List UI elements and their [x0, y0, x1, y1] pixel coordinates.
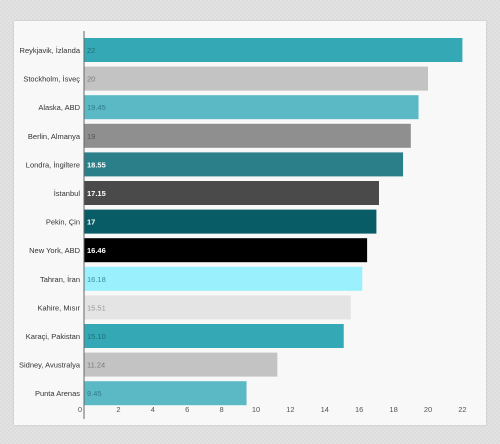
- bar: [84, 95, 419, 120]
- bar: [84, 324, 344, 348]
- chart-panel: Reykjavik, İzlanda 22 Stockholm, İsveç 20 Al…: [14, 21, 486, 425]
- category-label: Berlin, Almanya: [28, 132, 81, 141]
- x-tick-label: 12: [286, 405, 294, 414]
- x-tick-label: 8: [220, 405, 224, 414]
- x-tick-label: 6: [185, 405, 189, 414]
- value-label: 15.51: [87, 303, 106, 312]
- bar: [84, 209, 377, 234]
- x-tick-label: 22: [458, 405, 466, 414]
- value-label: 9.45: [87, 389, 102, 398]
- value-label: 22: [87, 46, 95, 55]
- bar: [84, 38, 463, 62]
- category-label: New York, ABD: [29, 246, 80, 255]
- category-label: Reykjavik, İzlanda: [20, 46, 81, 55]
- value-label: 11.24: [87, 361, 105, 370]
- x-tick-label: 18: [389, 405, 397, 414]
- x-tick-label: 20: [424, 405, 432, 414]
- bar: [84, 181, 379, 205]
- bar: [84, 123, 411, 148]
- value-label: 18.55: [87, 160, 106, 169]
- value-label: 19: [87, 132, 95, 141]
- bar: [84, 352, 278, 377]
- value-label: 15.10: [87, 332, 106, 341]
- x-tick-label: 0: [78, 405, 82, 414]
- x-tick-label: 10: [252, 405, 260, 414]
- category-label: Punta Arenas: [35, 389, 80, 398]
- category-label: Londra, İngiltere: [26, 160, 80, 169]
- value-label: 20: [87, 75, 95, 84]
- category-label: Stockholm, İsveç: [23, 75, 80, 84]
- bar: [84, 152, 404, 177]
- value-label: 16.18: [87, 275, 106, 284]
- value-label: 17.15: [87, 189, 106, 198]
- category-label: Alaska, ABD: [38, 103, 80, 112]
- category-label: Tahran, İran: [40, 275, 80, 284]
- x-tick-label: 14: [321, 405, 329, 414]
- value-label: 19.45: [87, 103, 106, 112]
- category-label: Karaçi, Pakistan: [26, 332, 80, 341]
- bar: [84, 266, 363, 291]
- bar: [84, 238, 368, 263]
- x-tick-label: 2: [116, 405, 120, 414]
- value-label: 17: [87, 218, 95, 227]
- value-label: 16.46: [87, 246, 106, 255]
- x-tick-label: 4: [151, 405, 155, 414]
- category-label: Pekin, Çin: [46, 218, 80, 227]
- x-tick-label: 16: [355, 405, 363, 414]
- category-label: Sidney, Avustralya: [19, 361, 81, 370]
- bar: [84, 295, 351, 320]
- category-label: İstanbul: [54, 189, 81, 198]
- bar: [84, 66, 428, 91]
- category-label: Kahire, Mısır: [37, 303, 80, 312]
- bar: [84, 381, 247, 406]
